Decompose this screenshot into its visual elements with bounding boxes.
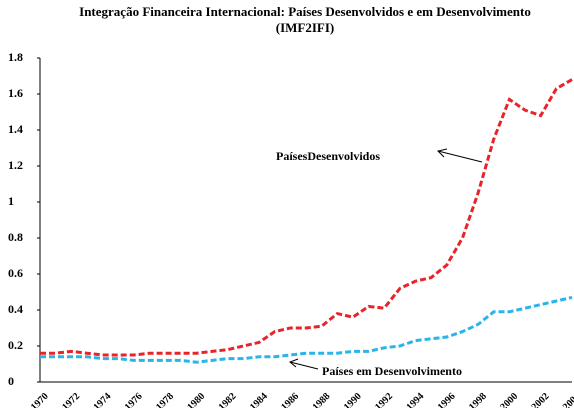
line-series	[40, 295, 573, 364]
arrow-head	[437, 148, 448, 158]
y-tick-label: 0.8	[8, 230, 23, 244]
y-tick-label: 1.2	[8, 158, 23, 172]
x-tick-label: 1994	[404, 391, 426, 408]
x-tick-label: 1972	[60, 391, 82, 408]
arrow	[289, 361, 319, 370]
line-series	[40, 78, 573, 357]
x-tick-label: 1970	[29, 391, 51, 408]
y-tick-label: 0.6	[8, 266, 23, 280]
arrow	[437, 150, 483, 163]
x-tick-label: 2004	[561, 391, 574, 408]
y-tick-label: 0	[8, 374, 14, 388]
x-tick-label: 2002	[530, 391, 552, 408]
y-tick-label: 1.6	[8, 86, 23, 100]
x-tick-label: 1986	[279, 391, 301, 408]
x-tick-label: 1996	[436, 391, 458, 408]
x-tick-label: 1990	[342, 391, 364, 408]
x-tick-label: 1984	[248, 391, 270, 408]
x-tick-label: 1978	[154, 391, 176, 408]
x-tick-label: 1980	[185, 391, 207, 408]
x-tick-label: 1974	[91, 391, 113, 408]
x-tick-label: 1998	[467, 391, 489, 408]
x-tick-label: 2000	[498, 391, 520, 408]
y-tick-label: 1.8	[8, 50, 23, 64]
chart-title: Integração Financeira Internacional: Paí…	[79, 4, 531, 35]
y-tick-label: 1	[8, 194, 14, 208]
x-tick-label: 1982	[217, 391, 239, 408]
x-tick-label: 1992	[373, 391, 395, 408]
arrow-head	[289, 358, 299, 368]
y-tick-label: 0.4	[8, 302, 23, 316]
annotation: Países em Desenvolvimento	[322, 364, 462, 378]
y-tick-label: 1.4	[8, 122, 23, 136]
annotation: PaísesDesenvolvidos	[276, 149, 380, 163]
y-tick-label: 0.2	[8, 338, 23, 352]
x-tick-label: 1988	[311, 391, 333, 408]
x-tick-label: 1976	[123, 391, 145, 408]
